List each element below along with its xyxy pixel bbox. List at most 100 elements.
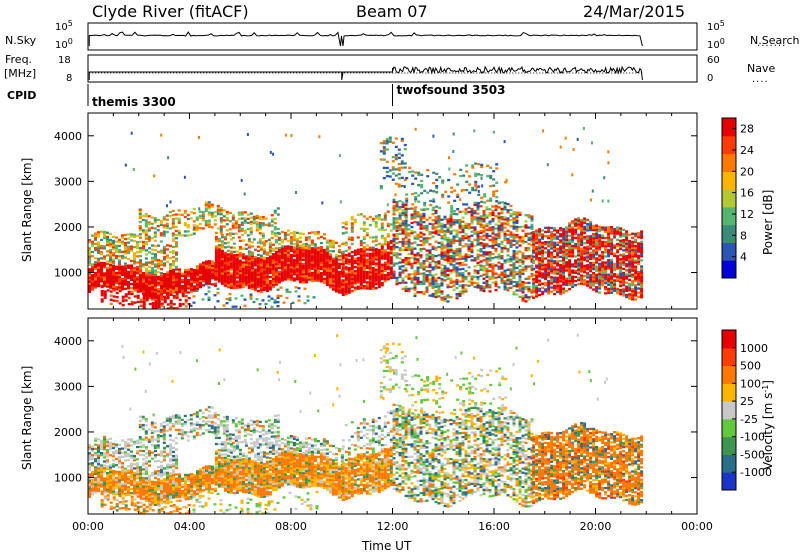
echo-cell	[365, 252, 369, 255]
echo-cell	[268, 269, 272, 272]
echo-cell	[601, 261, 605, 264]
echo-cell	[184, 287, 187, 290]
echo-cell	[240, 229, 244, 232]
echo-cell	[604, 267, 608, 270]
echo-cell	[446, 261, 450, 264]
echo-cell	[559, 284, 563, 287]
echo-cell	[337, 285, 341, 288]
echo-cell	[217, 278, 221, 281]
echo-cell	[270, 214, 274, 217]
echo-cell	[380, 249, 384, 252]
echo-cell	[395, 278, 399, 282]
echo-cell	[259, 282, 263, 285]
echo-cell	[217, 263, 221, 267]
echo-cell	[301, 256, 305, 259]
echo-cell	[485, 267, 489, 270]
echo-cell	[443, 258, 447, 261]
echo-cell	[553, 227, 557, 230]
echo-cell	[353, 218, 357, 222]
echo-cell	[610, 289, 614, 292]
echo-cell	[181, 303, 185, 306]
echo-cell	[610, 277, 614, 280]
echo-cell	[265, 265, 269, 268]
echo-cell	[449, 246, 453, 250]
echo-cell	[169, 301, 173, 305]
echo-cell	[142, 244, 145, 248]
echo-cell	[494, 284, 498, 288]
echo-cell	[577, 268, 581, 271]
echo-cell	[295, 239, 299, 243]
echo-cell	[157, 281, 160, 285]
echo-cell	[601, 236, 605, 239]
echo-cell	[568, 224, 572, 227]
echo-cell	[613, 232, 617, 235]
echo-cell	[319, 249, 323, 252]
echo-cell	[434, 230, 438, 233]
echo-cell	[521, 252, 525, 255]
echo-cell	[455, 221, 459, 224]
echo-cell	[391, 168, 395, 171]
echo-cell	[500, 279, 504, 282]
echo-cell	[241, 253, 245, 256]
echo-cell	[244, 261, 248, 264]
echo-cell	[166, 287, 169, 290]
echo-cell	[559, 270, 563, 273]
echo-cell	[562, 283, 566, 286]
echo-cell	[208, 262, 211, 265]
echo-cell	[598, 273, 602, 276]
echo-cell	[503, 208, 507, 211]
echo-cell	[622, 282, 626, 285]
echo-cell	[592, 263, 596, 267]
echo-cell	[199, 271, 202, 274]
echo-cell	[527, 298, 531, 301]
echo-cell	[477, 193, 481, 196]
echo-cell	[431, 280, 435, 283]
echo-cell	[488, 245, 492, 248]
echo-cell	[341, 260, 345, 264]
echo-cell	[544, 265, 548, 268]
echo-cell	[595, 273, 599, 276]
echo-cell	[634, 292, 638, 295]
echo-cell	[210, 215, 214, 219]
echo-cell	[192, 295, 196, 298]
echo-cell	[515, 234, 519, 237]
echo-cell	[377, 242, 381, 245]
echo-cell	[535, 241, 539, 245]
echo-cell	[530, 254, 534, 257]
echo-cell	[619, 254, 623, 257]
echo-cell	[640, 255, 644, 258]
echo-cell	[385, 148, 389, 151]
echo-cell	[157, 263, 160, 266]
echo-cell	[350, 218, 354, 221]
echo-cell	[268, 247, 272, 251]
echo-cell	[322, 233, 326, 236]
echo-cell	[380, 247, 384, 250]
echo-cell	[238, 255, 242, 258]
echo-cell	[601, 267, 605, 270]
echo-cell	[172, 274, 175, 278]
echo-cell	[350, 279, 354, 282]
echo-cell	[625, 285, 629, 288]
echo-cell	[334, 256, 338, 259]
echo-cell	[112, 235, 115, 238]
echo-cell	[195, 226, 199, 230]
echo-cell	[467, 249, 471, 253]
echo-cell	[515, 266, 519, 270]
echo-cell	[413, 274, 417, 277]
echo-cell	[341, 293, 345, 296]
echo-cell	[613, 244, 617, 247]
echo-cell	[521, 266, 525, 269]
echo-cell	[574, 220, 578, 223]
echo-cell	[446, 277, 450, 281]
echo-cell	[494, 208, 498, 212]
echo-cell	[271, 259, 275, 262]
echo-cell	[437, 245, 441, 249]
echo-cell	[319, 276, 323, 279]
echo-cell	[139, 240, 142, 243]
echo-cell	[347, 246, 351, 249]
echo-cell	[610, 240, 614, 243]
echo-cell	[337, 277, 341, 280]
echo-cell	[410, 256, 414, 259]
echo-cell	[247, 250, 251, 253]
